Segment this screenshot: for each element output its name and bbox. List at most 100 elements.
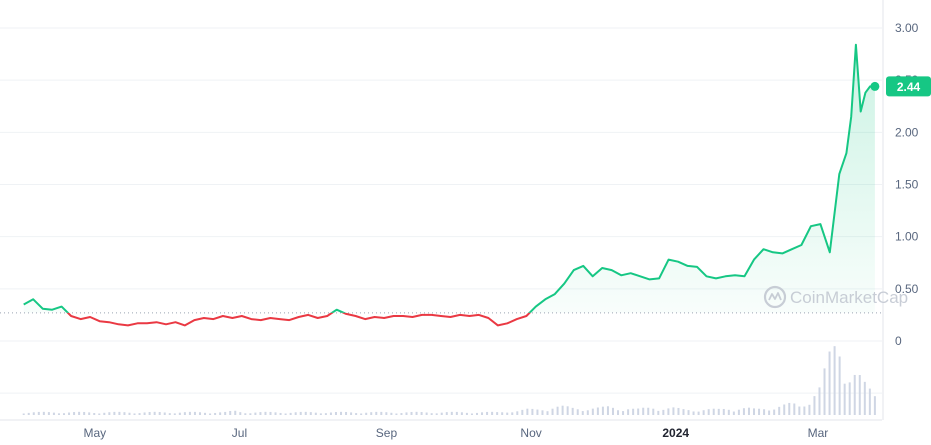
volume-bar [52, 412, 55, 415]
volume-bar [843, 383, 846, 415]
volume-bar [828, 351, 831, 415]
volume-bar [682, 409, 685, 415]
volume-bar [229, 410, 232, 415]
volume-bar [375, 411, 378, 415]
volume-bar [475, 412, 478, 415]
volume-bar [430, 413, 433, 415]
volume-bar [405, 412, 408, 415]
volume-bar [586, 410, 589, 415]
volume-bar [143, 412, 146, 415]
volume-bar [93, 413, 96, 415]
volume-bar [798, 406, 801, 415]
volume-bar [128, 412, 131, 415]
volume-bar [314, 412, 317, 415]
volume-bar [118, 411, 121, 415]
volume-bar [702, 410, 705, 415]
x-tick-label: Sep [376, 426, 398, 440]
volume-bar [722, 408, 725, 415]
volume-bar [244, 413, 247, 415]
volume-bar [813, 396, 816, 415]
volume-bar [652, 408, 655, 415]
volume-bar [204, 412, 207, 415]
volume-bar [193, 411, 196, 415]
volume-bar [264, 411, 267, 415]
volume-bar [571, 407, 574, 415]
volume-bar [506, 412, 509, 415]
volume-bar [279, 412, 282, 415]
y-tick-label: 2.00 [895, 125, 919, 139]
volume-bar [284, 413, 287, 415]
volume-bar [350, 412, 353, 415]
volume-bar [410, 411, 413, 415]
volume-bar [778, 406, 781, 415]
y-tick-label: 3.00 [895, 21, 919, 35]
volume-bar [420, 412, 423, 415]
x-tick-label: Nov [520, 426, 541, 440]
volume-bar [591, 408, 594, 415]
volume-bar [697, 411, 700, 415]
volume-bar [445, 412, 448, 415]
volume-bar [672, 407, 675, 415]
volume-bar [576, 409, 579, 415]
volume-bar [632, 408, 635, 415]
volume-bar [173, 413, 176, 415]
volume-bar [214, 412, 217, 415]
volume-bar [737, 409, 740, 415]
volume-bar [526, 408, 529, 415]
y-tick-label: 0 [895, 334, 902, 348]
volume-bar [400, 413, 403, 415]
volume-bar [747, 407, 750, 415]
volume-bar [521, 409, 524, 415]
volume-bar [788, 402, 791, 415]
volume-bar [108, 412, 111, 415]
volume-bar [717, 408, 720, 415]
volume-bar [803, 406, 806, 415]
volume-bar [22, 413, 25, 415]
volume-bar [440, 412, 443, 415]
volume-bar [249, 413, 252, 415]
volume-bar [324, 413, 327, 415]
volume-bar [57, 413, 60, 415]
volume-bar [425, 412, 428, 415]
price-area-fill [23, 44, 875, 313]
volume-bar [395, 413, 398, 415]
volume-bar [536, 409, 539, 415]
volume-bar [63, 413, 66, 415]
volume-bar [78, 411, 81, 415]
volume-bar [511, 412, 514, 415]
volume-bar [496, 412, 499, 415]
volume-bar [345, 411, 348, 415]
volume-bar [647, 407, 650, 415]
volume-bar [531, 408, 534, 415]
volume-bar [370, 412, 373, 415]
volume-bar [561, 405, 564, 415]
volume-bar [178, 412, 181, 415]
volume-bar [415, 411, 418, 415]
volume-bar [823, 368, 826, 415]
volume-bar [481, 412, 484, 415]
volume-bar [340, 411, 343, 415]
volume-bar [858, 375, 861, 415]
volume-bar [334, 412, 337, 415]
price-line-down [66, 312, 531, 327]
volume-bar [319, 413, 322, 415]
volume-bar [138, 413, 141, 415]
volume-bar [667, 408, 670, 415]
volume-bar [390, 412, 393, 415]
volume-bar [450, 411, 453, 415]
volume-bar [581, 411, 584, 415]
volume-bar [239, 412, 242, 415]
volume-bar [873, 396, 876, 415]
volume-bar [274, 412, 277, 415]
volume-bar [606, 406, 609, 415]
volume-bar [148, 411, 151, 415]
volume-bar [818, 387, 821, 415]
volume-bar [329, 412, 332, 415]
volume-bar [209, 413, 212, 415]
volume-bar [224, 411, 227, 415]
price-line-up [23, 43, 875, 313]
volume-bar [732, 411, 735, 415]
x-tick-label: Jul [232, 426, 247, 440]
volume-bar [259, 412, 262, 415]
